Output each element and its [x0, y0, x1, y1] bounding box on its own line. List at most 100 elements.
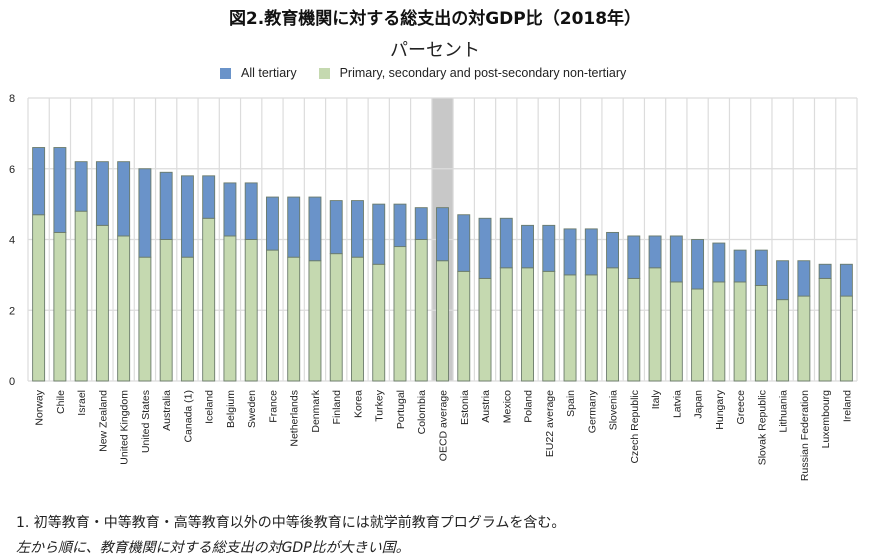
bar-primary	[329, 253, 343, 382]
bar-tertiary	[457, 214, 471, 272]
x-tick-label: Chile	[55, 390, 67, 414]
bar-primary	[839, 295, 853, 382]
x-tick-label: Iceland	[204, 390, 216, 424]
x-tick-label: Latvia	[671, 390, 683, 418]
x-tick-label: Australia	[161, 390, 173, 431]
bar-tertiary	[691, 239, 705, 290]
x-tick-label: Hungary	[714, 389, 726, 429]
bar-primary	[776, 299, 790, 382]
y-tick-label: 8	[9, 93, 15, 105]
legend-swatch-tertiary	[220, 67, 231, 79]
bar-tertiary	[372, 203, 386, 265]
bar-primary	[457, 270, 471, 382]
bar-primary	[436, 260, 449, 382]
legend: All tertiary Primary, secondary and post…	[220, 66, 626, 80]
footnote: 1. 初等教育・中等教育・高等教育以外の中等後教育には就学前教育プログラムを含む…	[16, 515, 566, 531]
bar-primary	[244, 239, 258, 382]
bar-primary	[499, 267, 513, 382]
bar-primary	[669, 281, 683, 382]
x-tick-label: United Kingdom	[119, 390, 131, 465]
x-tick-label: Slovak Republic	[756, 390, 768, 465]
y-tick-label: 6	[9, 164, 15, 176]
bar-tertiary	[436, 207, 449, 262]
bar-primary	[53, 231, 67, 382]
x-tick-label: Israel	[76, 390, 88, 416]
x-tick-label: Portugal	[395, 390, 407, 429]
x-tick-label: OECD average	[438, 390, 450, 461]
bar-chart: 0 2 4 6 8 Norway Chile Israel New Zealand United …	[9, 93, 858, 481]
bar-primary	[393, 246, 407, 382]
bar-primary	[542, 270, 556, 382]
bar-tertiary	[669, 235, 683, 283]
x-tick-label: Denmark	[310, 389, 322, 432]
bar-tertiary	[393, 203, 407, 248]
bar-primary	[159, 239, 173, 382]
bar-tertiary	[180, 175, 194, 258]
bar-tertiary	[329, 200, 343, 255]
bar-tertiary	[776, 260, 790, 301]
bar-primary	[627, 277, 641, 382]
x-tick-label: Mexico	[501, 390, 513, 423]
legend-item-tertiary: All tertiary	[220, 66, 297, 80]
bar-tertiary	[287, 196, 301, 258]
bar-primary	[308, 260, 322, 382]
x-tick-label: Lithuania	[778, 390, 790, 433]
x-tick-label: Czech Republic	[629, 390, 641, 464]
bar-tertiary	[712, 242, 726, 283]
x-tick-label: Germany	[586, 389, 598, 433]
bar-primary	[521, 267, 534, 382]
x-tick-label: Belgium	[225, 390, 237, 428]
bar-tertiary	[754, 249, 768, 286]
x-tick-label: Finland	[331, 390, 343, 425]
bar-primary	[733, 281, 747, 382]
x-tick-label: Turkey	[374, 389, 386, 421]
bar-tertiary	[521, 224, 534, 269]
bar-tertiary	[648, 235, 662, 269]
bar-primary	[117, 235, 131, 382]
x-tick-label: New Zealand	[97, 390, 109, 452]
x-tick-label: EU22 average	[544, 390, 556, 457]
source-note: 左から順に、教育機関に対する総支出の対GDP比が大きい国。	[16, 540, 410, 556]
x-tick-label: Luxembourg	[820, 390, 832, 449]
bar-tertiary	[159, 171, 173, 240]
chart-subtitle: パーセント	[390, 40, 480, 61]
bar-tertiary	[351, 200, 364, 258]
bar-primary	[414, 239, 428, 382]
bar-tertiary	[117, 161, 131, 237]
x-tick-label: Sweden	[246, 390, 258, 428]
bar-primary	[691, 288, 705, 382]
bar-tertiary	[478, 217, 492, 279]
x-tick-label: Canada (1)	[182, 390, 194, 443]
y-tick-label: 2	[9, 305, 15, 317]
bar-tertiary	[542, 224, 556, 272]
y-tick-label: 0	[9, 376, 15, 388]
bar-tertiary	[797, 260, 811, 297]
bar-primary	[606, 267, 620, 382]
bar-primary	[372, 263, 386, 382]
bar-tertiary	[308, 196, 322, 262]
bar-tertiary	[95, 161, 109, 226]
x-tick-label: Colombia	[416, 390, 428, 435]
bar-tertiary	[202, 175, 216, 219]
bar-tertiary	[584, 228, 598, 276]
bar-primary	[95, 224, 109, 382]
x-tick-label: Korea	[352, 390, 364, 418]
x-tick-label: Ireland	[841, 390, 853, 422]
bar-tertiary	[818, 263, 832, 279]
bar-primary	[180, 256, 194, 382]
bar-tertiary	[74, 161, 88, 212]
x-tick-label: Italy	[650, 389, 662, 409]
bar-primary	[712, 281, 726, 382]
bar-primary	[265, 249, 279, 382]
bar-primary	[563, 274, 577, 382]
legend-label-tertiary: All tertiary	[241, 66, 297, 80]
bar-primary	[648, 267, 662, 382]
bar-primary	[202, 217, 216, 382]
x-tick-label: Russian Federation	[799, 390, 811, 481]
bar-tertiary	[839, 263, 853, 297]
bar-tertiary	[563, 228, 577, 276]
x-tick-label: United States	[140, 390, 152, 453]
bar-primary	[478, 277, 492, 382]
bar-tertiary	[265, 196, 279, 251]
bar-tertiary	[627, 235, 641, 279]
